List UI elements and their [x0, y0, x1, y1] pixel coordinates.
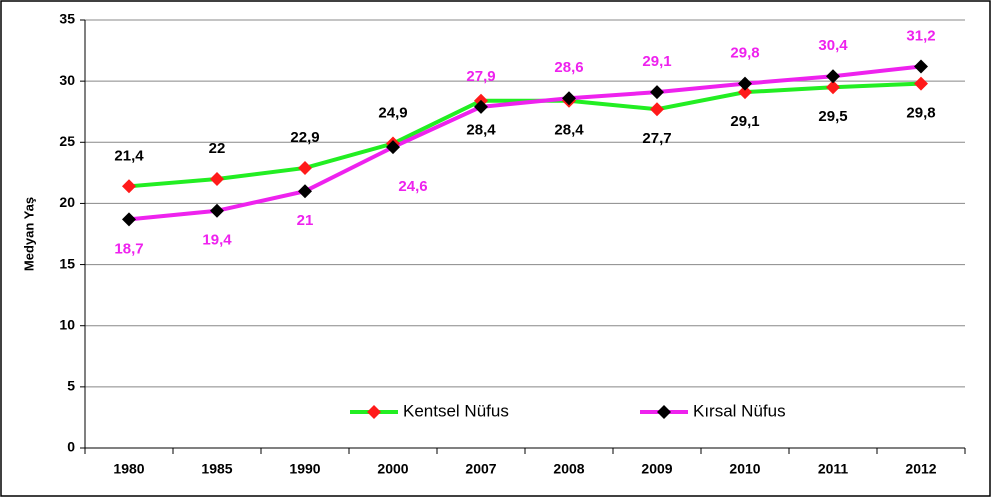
legend-marker	[657, 405, 671, 419]
y-axis-label: Medyan Yaş	[21, 197, 36, 271]
data-label: 21,4	[114, 147, 144, 164]
legend-label: Kentsel Nüfus	[403, 401, 509, 420]
marker	[650, 102, 664, 117]
marker	[914, 59, 928, 74]
data-label: 22	[209, 140, 226, 157]
data-label: 29,8	[730, 45, 759, 62]
data-label: 29,5	[818, 108, 847, 125]
marker	[738, 76, 752, 91]
marker	[826, 69, 840, 84]
data-label: 28,4	[554, 122, 584, 139]
data-label: 29,8	[906, 105, 935, 122]
marker	[210, 171, 224, 186]
marker	[914, 76, 928, 91]
x-tick-label: 2009	[641, 461, 672, 477]
data-label: 29,1	[730, 113, 759, 130]
marker	[650, 85, 664, 100]
marker	[122, 212, 136, 227]
x-tick-label: 1990	[289, 461, 320, 477]
marker	[474, 99, 488, 114]
data-label: 28,4	[466, 122, 496, 139]
x-tick-label: 1985	[201, 461, 232, 477]
data-label: 29,1	[642, 53, 671, 70]
data-label: 18,7	[114, 240, 143, 257]
x-tick-label: 2011	[818, 461, 849, 477]
x-tick-label: 2012	[905, 461, 936, 477]
data-label: 30,4	[818, 37, 848, 54]
y-tick-label: 30	[59, 72, 75, 88]
data-label: 31,2	[906, 27, 935, 44]
y-tick-label: 20	[59, 194, 75, 210]
marker	[298, 184, 312, 199]
legend-label: Kırsal Nüfus	[693, 401, 786, 420]
data-label: 21	[297, 212, 314, 229]
x-tick-label: 2007	[465, 461, 496, 477]
marker	[738, 85, 752, 100]
y-tick-label: 25	[59, 133, 75, 149]
marker	[826, 80, 840, 95]
data-label: 19,4	[202, 232, 232, 249]
x-tick-label: 2008	[553, 461, 584, 477]
legend-marker	[367, 405, 381, 419]
marker	[562, 91, 576, 106]
marker	[122, 179, 136, 194]
marker	[298, 160, 312, 175]
data-label: 27,7	[642, 130, 671, 147]
data-label: 28,6	[554, 59, 583, 76]
y-tick-label: 10	[59, 316, 75, 332]
data-label: 22,9	[290, 129, 319, 146]
marker	[210, 203, 224, 218]
x-tick-label: 2000	[377, 461, 408, 477]
marker	[386, 140, 400, 155]
series-line	[128, 64, 922, 222]
y-tick-label: 35	[59, 11, 75, 27]
y-tick-label: 0	[67, 439, 75, 455]
y-tick-label: 15	[59, 255, 75, 271]
x-tick-label: 2010	[729, 461, 760, 477]
y-tick-label: 5	[67, 378, 75, 394]
data-label: 24,6	[398, 178, 427, 195]
data-label: 27,9	[466, 68, 495, 85]
x-tick-label: 1980	[113, 461, 144, 477]
data-label: 24,9	[378, 104, 407, 121]
